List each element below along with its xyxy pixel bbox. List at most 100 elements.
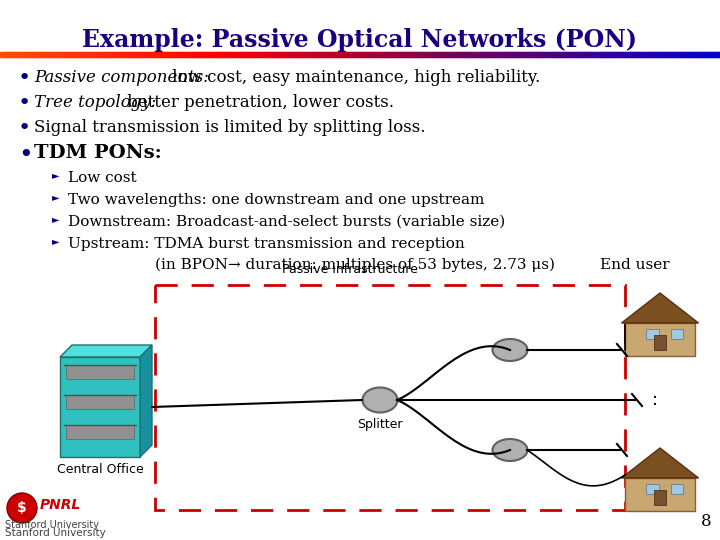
Bar	[384, 52, 387, 57]
Bar	[7, 52, 11, 57]
Bar	[449, 52, 452, 57]
Bar	[624, 52, 627, 57]
Polygon shape	[621, 293, 698, 323]
Bar	[158, 52, 162, 57]
Bar	[125, 52, 128, 57]
Ellipse shape	[362, 388, 397, 413]
Bar	[715, 52, 719, 57]
Bar	[451, 52, 454, 57]
Bar	[331, 52, 335, 57]
Bar	[557, 52, 560, 57]
Bar	[293, 52, 296, 57]
Text: •: •	[18, 68, 31, 88]
Bar	[17, 52, 20, 57]
Bar	[377, 52, 380, 57]
Bar	[552, 52, 555, 57]
Text: Example: Passive Optical Networks (PON): Example: Passive Optical Networks (PON)	[83, 28, 637, 52]
Bar	[264, 52, 267, 57]
Bar	[14, 52, 18, 57]
Bar	[139, 52, 143, 57]
Bar	[576, 52, 580, 57]
Bar	[27, 52, 30, 57]
Text: Central Office: Central Office	[57, 463, 143, 476]
Bar	[286, 52, 289, 57]
Bar	[516, 52, 519, 57]
Bar	[288, 52, 292, 57]
Bar	[238, 52, 241, 57]
Text: •: •	[18, 93, 31, 113]
Polygon shape	[621, 448, 698, 478]
Bar	[45, 52, 49, 57]
Bar	[149, 52, 152, 57]
Bar	[625, 323, 695, 356]
Bar	[185, 52, 188, 57]
Bar	[654, 490, 665, 505]
Bar	[297, 52, 301, 57]
Bar	[235, 52, 238, 57]
Bar	[122, 52, 126, 57]
Bar	[675, 52, 678, 57]
Bar	[667, 52, 670, 57]
Bar	[521, 52, 524, 57]
Bar	[137, 52, 140, 57]
Bar	[639, 52, 642, 57]
Bar	[562, 52, 565, 57]
Text: ►: ►	[52, 170, 60, 180]
Bar	[29, 52, 32, 57]
Ellipse shape	[492, 439, 528, 461]
Text: ►: ►	[52, 192, 60, 202]
Bar	[38, 52, 42, 57]
Bar	[396, 52, 400, 57]
Bar	[540, 52, 544, 57]
Bar	[466, 52, 469, 57]
Bar	[634, 52, 637, 57]
Bar	[197, 52, 200, 57]
Bar	[621, 52, 625, 57]
Bar	[130, 52, 133, 57]
Bar	[302, 52, 306, 57]
Bar	[497, 52, 500, 57]
Bar	[477, 52, 481, 57]
Bar	[207, 52, 210, 57]
Bar	[358, 52, 361, 57]
Text: Passive infrastructure: Passive infrastructure	[282, 263, 418, 276]
Bar	[487, 52, 490, 57]
Text: ►: ►	[52, 236, 60, 246]
Bar	[173, 52, 176, 57]
Bar	[243, 52, 246, 57]
Bar	[153, 52, 157, 57]
Bar	[257, 52, 260, 57]
Bar	[509, 52, 512, 57]
Bar	[74, 52, 78, 57]
Bar	[708, 52, 711, 57]
Bar	[53, 52, 56, 57]
Bar	[290, 52, 294, 57]
Bar	[266, 52, 270, 57]
Text: 8: 8	[701, 513, 712, 530]
Bar	[430, 52, 433, 57]
Bar	[598, 52, 601, 57]
Bar	[698, 52, 702, 57]
Bar	[312, 52, 315, 57]
Bar	[578, 52, 582, 57]
Bar	[379, 52, 382, 57]
Bar	[113, 52, 116, 57]
Bar	[387, 52, 390, 57]
Bar	[110, 52, 114, 57]
Bar	[413, 52, 416, 57]
Bar	[420, 52, 423, 57]
Bar	[41, 52, 44, 57]
Bar	[679, 52, 683, 57]
Bar	[432, 52, 436, 57]
Text: Upstream: TDMA burst transmission and reception: Upstream: TDMA burst transmission and re…	[68, 237, 464, 251]
Bar	[86, 52, 90, 57]
Bar	[585, 52, 589, 57]
Bar	[691, 52, 695, 57]
Bar	[670, 52, 673, 57]
Bar	[209, 52, 212, 57]
Bar	[454, 52, 457, 57]
Bar	[103, 52, 107, 57]
Ellipse shape	[492, 339, 528, 361]
Bar	[367, 52, 371, 57]
Bar	[595, 52, 598, 57]
